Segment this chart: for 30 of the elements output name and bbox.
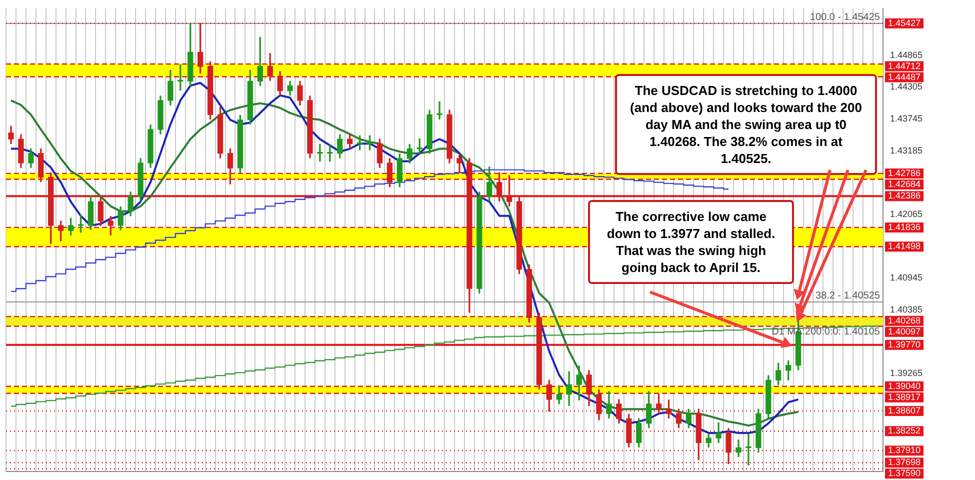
annotation: The USDCAD is stretching to 1.4000 (and above) and looks toward the 200 day MA and the swing area up t0 1.40268. The 38.2% comes in at 1.40525. <box>615 74 877 175</box>
ref-line-label: 1.41498 <box>888 241 921 252</box>
annotation: 100.0 - 1.45425 <box>810 12 880 24</box>
ref-line-label: 1.38917 <box>888 392 921 402</box>
ref-line-label: 1.40097 <box>888 326 921 336</box>
y-tick-label: 1.39265 <box>890 368 923 378</box>
annotation: 38.2 - 1.40525 <box>816 290 880 302</box>
ref-line-label: 1.44487 <box>888 72 921 82</box>
ref-line-label: 1.37590 <box>888 468 921 478</box>
ref-line-label: 1.37910 <box>888 445 921 456</box>
y-tick-label: 1.40945 <box>890 272 923 283</box>
ref-line-label: 1.39040 <box>888 380 921 391</box>
ref-line-label: 1.41836 <box>888 222 921 232</box>
ref-line-label: 1.42684 <box>888 178 921 189</box>
ref-line-label: 1.40268 <box>888 315 921 326</box>
ref-line-label: 1.42386 <box>888 190 921 201</box>
ref-line-label: 1.42786 <box>888 168 921 178</box>
y-tick-label: 1.42065 <box>890 208 923 219</box>
ref-line-label: 1.44712 <box>888 60 921 71</box>
y-tick-label: 1.43745 <box>890 113 923 124</box>
ref-line-label: 1.38607 <box>888 405 921 416</box>
y-tick-label: 1.43185 <box>890 145 923 156</box>
y-tick-label: 1.44305 <box>890 82 923 92</box>
ref-line-label: 1.37698 <box>888 457 921 468</box>
y-tick-label: 1.40385 <box>890 304 923 314</box>
ref-line-label: 1.45427 <box>888 18 921 28</box>
ref-line-label: 1.38252 <box>888 426 921 436</box>
y-tick-label: 1.44865 <box>890 50 923 60</box>
annotation: The corrective low came down to 1.3977 and stalled. That was the swing high going back to April 15. <box>588 200 794 284</box>
ref-line-label: 1.39770 <box>888 339 921 350</box>
